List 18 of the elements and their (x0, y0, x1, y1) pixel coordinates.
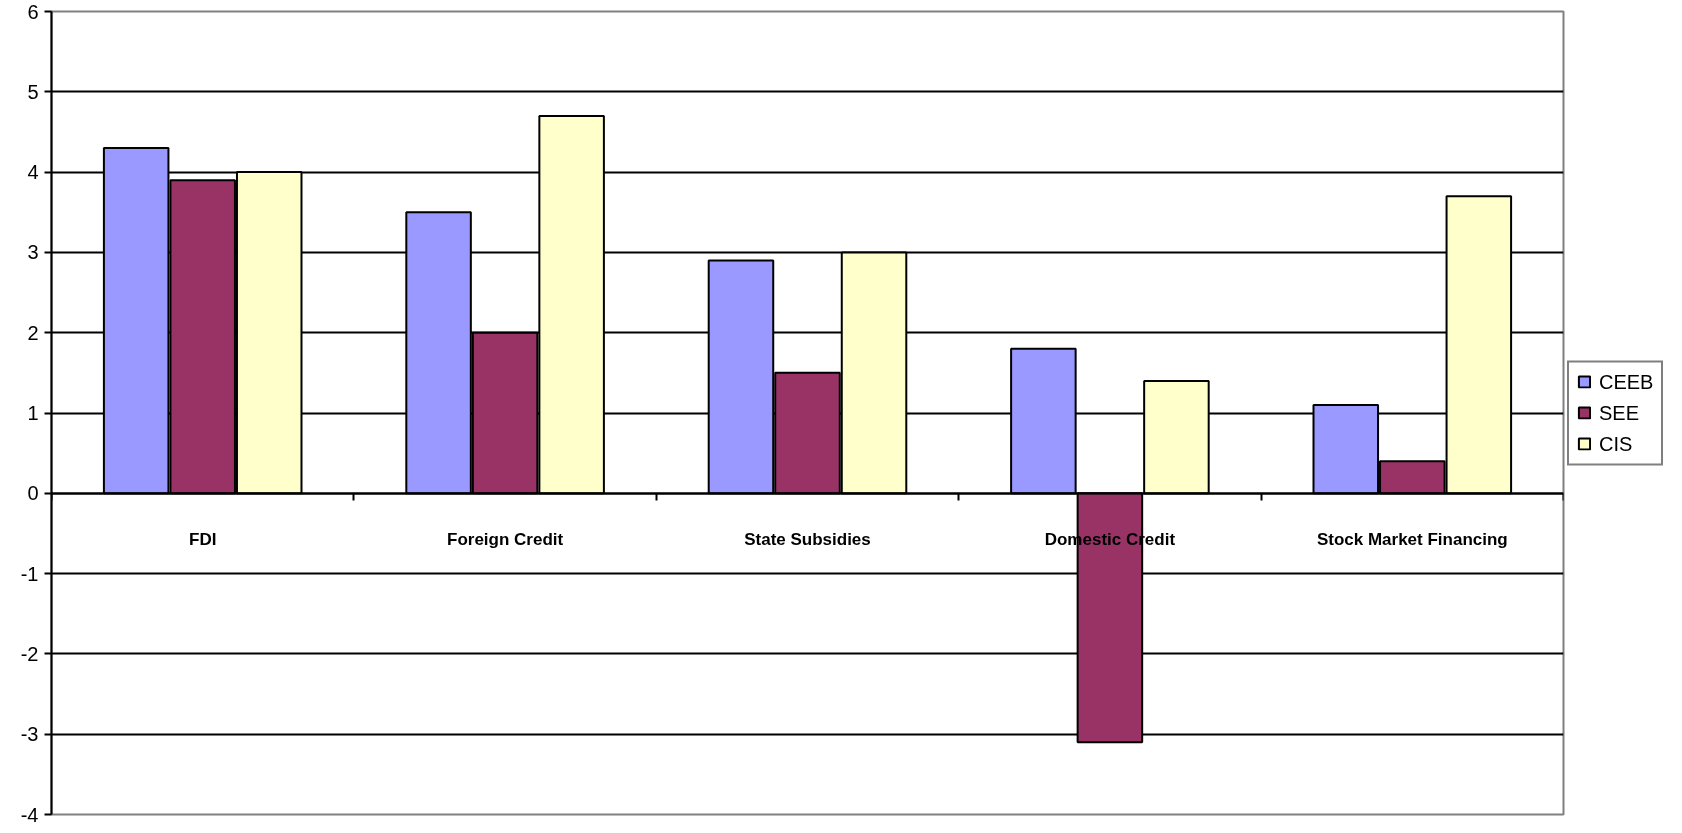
legend-label: SEE (1599, 401, 1640, 424)
x-tick-label: Stock Market Financing (1316, 530, 1508, 550)
y-tick-label: 3 (27, 241, 39, 264)
y-tick-label: 1 (27, 402, 39, 424)
x-tick-label: State Subsidies (744, 530, 871, 550)
x-tick-label: Foreign Credit (447, 530, 564, 550)
y-tick-label: 0 (27, 482, 39, 505)
y-tick-label: -4 (20, 803, 39, 826)
legend-label: CIS (1599, 432, 1633, 455)
x-tick-label: FDI (189, 530, 217, 550)
y-tick-label: 6 (27, 0, 39, 23)
y-tick-label: -3 (20, 723, 39, 746)
y-tick-label: 4 (27, 161, 39, 184)
y-tick-label: -2 (20, 642, 39, 665)
legend-label: CEEB (1599, 370, 1654, 393)
y-tick-label: -1 (20, 562, 39, 585)
y-tick-label: 2 (27, 321, 39, 344)
y-tick-label: 5 (27, 80, 39, 103)
